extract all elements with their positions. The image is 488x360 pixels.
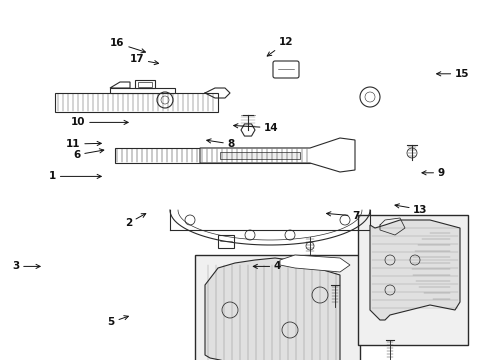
Text: 16: 16: [110, 38, 145, 53]
Text: 15: 15: [436, 69, 468, 79]
Polygon shape: [215, 308, 254, 355]
Bar: [218, 235, 234, 248]
Bar: [220, 152, 299, 159]
Polygon shape: [241, 124, 254, 136]
Text: 7: 7: [326, 211, 359, 221]
Text: 5: 5: [107, 316, 128, 327]
Bar: [195, 255, 359, 360]
Text: 2: 2: [124, 213, 145, 228]
Text: 8: 8: [206, 139, 234, 149]
Polygon shape: [110, 88, 175, 93]
Bar: [138, 82, 152, 87]
Polygon shape: [55, 93, 218, 112]
Text: 9: 9: [421, 168, 444, 178]
Text: 1: 1: [49, 171, 101, 181]
Text: 3: 3: [12, 261, 40, 271]
Text: 6: 6: [73, 149, 103, 160]
Polygon shape: [200, 138, 354, 172]
Text: 10: 10: [71, 117, 128, 127]
Polygon shape: [411, 228, 445, 302]
Polygon shape: [204, 258, 339, 360]
Polygon shape: [369, 220, 459, 320]
Text: 17: 17: [129, 54, 158, 65]
Text: 12: 12: [266, 37, 293, 56]
Polygon shape: [280, 255, 349, 272]
Text: 4: 4: [253, 261, 281, 271]
Polygon shape: [135, 80, 155, 88]
Text: 13: 13: [394, 204, 427, 215]
Bar: [357, 215, 467, 345]
Text: 11: 11: [66, 139, 101, 149]
Polygon shape: [115, 148, 309, 163]
FancyBboxPatch shape: [272, 61, 298, 78]
Polygon shape: [110, 82, 130, 88]
Text: 14: 14: [233, 123, 278, 133]
